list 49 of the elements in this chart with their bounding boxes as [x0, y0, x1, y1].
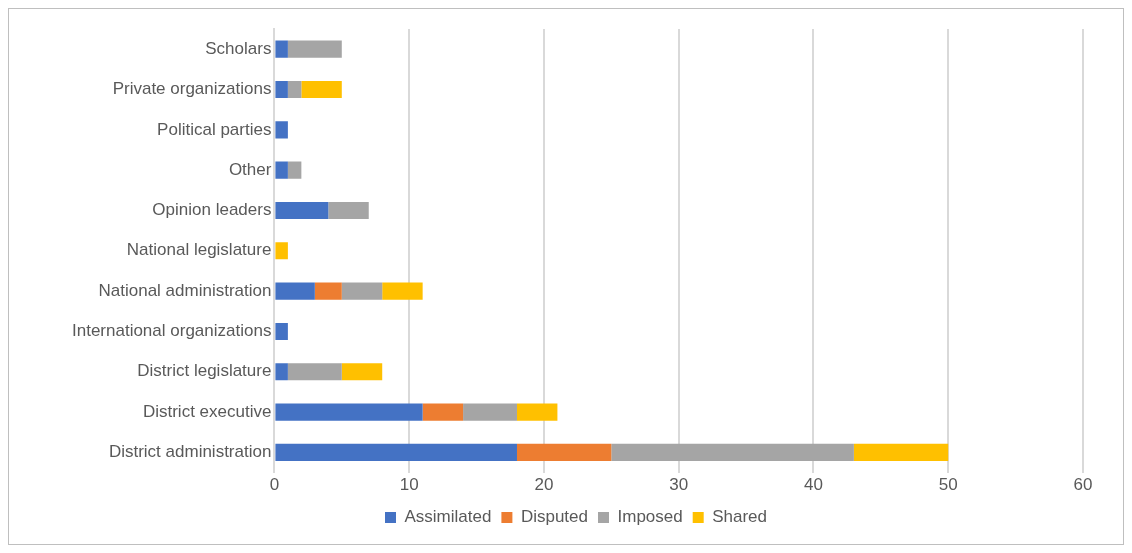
legend-label: Assimilated: [404, 507, 492, 527]
bar: [516, 443, 612, 462]
bar: [275, 242, 288, 260]
x-tick-label: 20: [534, 475, 554, 495]
bar: [301, 80, 342, 99]
x-tick-label: 10: [399, 475, 419, 495]
bar: [275, 40, 288, 58]
y-tick-label: National legislature: [126, 240, 272, 260]
x-tick-label: 0: [269, 475, 280, 495]
x-tick-label: 50: [938, 475, 958, 495]
bar: [275, 121, 288, 139]
bar: [287, 363, 342, 381]
bar: [463, 403, 517, 421]
bar: [287, 161, 302, 179]
bar: [853, 443, 949, 462]
bar: [275, 282, 315, 300]
bar: [275, 161, 288, 179]
bar: [314, 282, 342, 300]
bar: [287, 40, 342, 58]
bar: [516, 403, 558, 421]
bar: [275, 322, 288, 341]
legend-label: Disputed: [520, 507, 589, 527]
y-tick-label: Other: [228, 159, 272, 179]
x-tick-label: 30: [669, 475, 689, 495]
bar: [328, 201, 369, 220]
bar: [382, 282, 423, 300]
bar: [422, 403, 464, 421]
y-tick-label: District legislature: [137, 361, 272, 381]
y-tick-label: District executive: [142, 401, 272, 421]
bar: [275, 201, 329, 220]
y-tick-label: Political parties: [157, 119, 272, 139]
y-tick-label: National administration: [98, 280, 272, 300]
y-tick-label: Scholars: [205, 38, 272, 58]
y-tick-label: District administration: [108, 442, 272, 462]
y-tick-label: Opinion leaders: [152, 200, 272, 220]
bar: [341, 363, 383, 381]
bar: [275, 403, 423, 421]
bar: [275, 363, 288, 381]
x-tick-label: 60: [1073, 475, 1093, 495]
bar: [275, 443, 517, 462]
bar: [275, 80, 288, 99]
bar: [287, 80, 302, 99]
bar: [341, 282, 383, 300]
bar: [611, 443, 854, 462]
y-tick-label: Private organizations: [112, 79, 272, 99]
legend-label: Shared: [712, 507, 768, 527]
x-tick-label: 40: [804, 475, 823, 495]
legend-label: Imposed: [617, 507, 683, 527]
y-tick-label: International organizations: [71, 321, 272, 341]
